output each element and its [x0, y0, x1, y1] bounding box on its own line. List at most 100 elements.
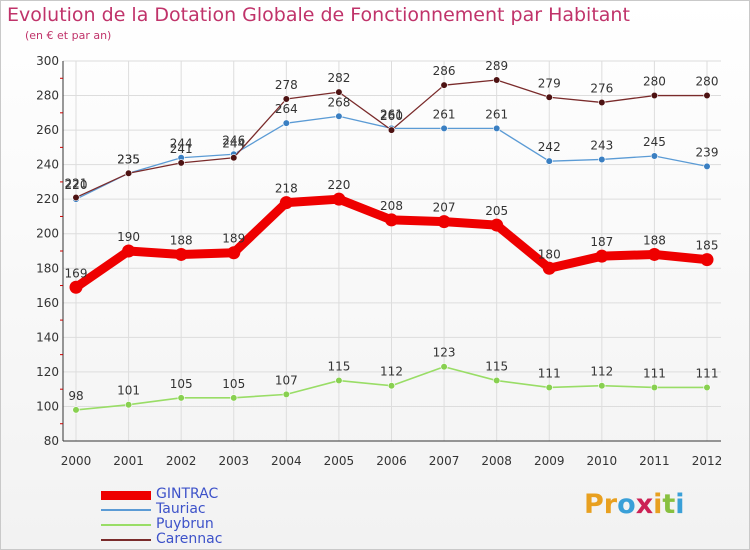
- legend-label: Carennac: [156, 531, 223, 547]
- series-puybrun-point: [124, 401, 133, 409]
- series-carennac-point: [387, 126, 396, 134]
- y-tick-label: 180: [36, 261, 59, 275]
- series-carennac-point: [493, 76, 501, 84]
- series-gintrac-point: [437, 215, 451, 229]
- legend-swatch: [101, 490, 151, 500]
- series-puybrun-data-label: 111: [696, 366, 719, 380]
- y-tick-label: 200: [36, 227, 59, 241]
- y-tick-label: 300: [36, 54, 59, 68]
- series-carennac-data-label: 221: [65, 176, 88, 190]
- series-gintrac-data-label: 208: [380, 199, 403, 213]
- y-tick-label: 140: [36, 330, 59, 344]
- series-carennac-data-label: 280: [643, 75, 666, 89]
- series-carennac-data-label: 241: [170, 142, 193, 156]
- series-puybrun-data-label: 115: [485, 360, 508, 374]
- series-gintrac-point: [227, 246, 241, 260]
- series-carennac-data-label: 278: [275, 78, 298, 92]
- series-puybrun-point: [545, 383, 553, 392]
- series-tauriac-data-label: 239: [696, 145, 719, 159]
- chart-title: Evolution de la Dotation Globale de Fonc…: [7, 4, 630, 26]
- x-tick-label: 2002: [166, 454, 197, 468]
- series-gintrac-data-label: 180: [538, 247, 561, 261]
- series-gintrac-data-label: 218: [275, 182, 298, 196]
- series-carennac-point: [650, 91, 659, 100]
- series-gintrac-point: [332, 192, 346, 206]
- series-gintrac-data-label: 190: [117, 230, 140, 244]
- series-tauriac-data-label: 246: [222, 133, 245, 147]
- legend-swatch: [101, 509, 151, 511]
- series-carennac-point: [703, 91, 711, 100]
- series-carennac-point: [440, 81, 448, 89]
- x-tick-label: 2003: [218, 454, 249, 468]
- series-tauriac-data-label: 264: [275, 102, 298, 116]
- legend-swatch: [101, 524, 151, 526]
- series-puybrun-data-label: 105: [222, 377, 245, 391]
- series-tauriac-data-label: 242: [538, 140, 561, 154]
- series-carennac-point: [124, 169, 133, 177]
- series-tauriac-point: [598, 155, 606, 164]
- series-puybrun-point: [387, 382, 396, 390]
- series-gintrac-data-label: 205: [485, 204, 508, 218]
- series-puybrun-data-label: 111: [538, 366, 561, 380]
- series-carennac-point: [177, 159, 185, 167]
- series-carennac-data-label: 279: [538, 76, 561, 90]
- x-tick-label: 2010: [587, 454, 618, 468]
- logo-letter: P: [584, 489, 604, 520]
- series-carennac-data-label: 282: [327, 71, 350, 85]
- legend-label: GINTRAC: [156, 486, 219, 502]
- y-tick-label: 100: [36, 399, 59, 413]
- series-gintrac-point: [700, 253, 714, 267]
- logo-letter: t: [662, 489, 676, 520]
- series-gintrac-data-label: 189: [222, 232, 245, 246]
- series-carennac-point: [598, 98, 606, 107]
- legend-label: Puybrun: [156, 516, 214, 532]
- series-puybrun-data-label: 115: [327, 360, 350, 374]
- logo-letter: i: [653, 489, 663, 520]
- series-tauriac-point: [650, 152, 659, 160]
- x-tick-label: 2004: [271, 454, 302, 468]
- series-gintrac-point: [385, 213, 398, 227]
- series-puybrun-data-label: 111: [643, 366, 666, 380]
- series-carennac-data-label: 280: [696, 75, 719, 89]
- series-tauriac-data-label: 220: [65, 178, 88, 192]
- logo-letter: x: [635, 489, 654, 520]
- y-tick-label: 260: [36, 123, 59, 137]
- series-carennac-point: [230, 154, 238, 162]
- x-tick-label: 2006: [376, 454, 407, 468]
- series-tauriac-point: [282, 119, 290, 127]
- series-puybrun-data-label: 112: [380, 365, 403, 379]
- series-puybrun-data-label: 123: [433, 346, 456, 360]
- x-tick-label: 2008: [481, 454, 512, 468]
- legend-swatch: [101, 539, 151, 541]
- series-gintrac-data-label: 207: [433, 201, 456, 215]
- series-tauriac-data-label: 261: [485, 107, 508, 121]
- series-puybrun-data-label: 112: [590, 365, 613, 379]
- series-puybrun-point: [282, 390, 290, 398]
- series-gintrac-data-label: 220: [327, 178, 350, 192]
- series-puybrun-data-label: 105: [170, 377, 193, 391]
- x-tick-label: 2011: [639, 454, 670, 468]
- x-tick-label: 2001: [113, 454, 144, 468]
- series-puybrun-data-label: 98: [68, 389, 83, 403]
- series-tauriac-data-label: 235: [117, 152, 140, 166]
- legend-label: Tauriac: [156, 501, 206, 517]
- series-gintrac-point: [647, 247, 661, 261]
- series-gintrac-data-label: 185: [696, 239, 719, 253]
- logo-letter: i: [675, 489, 685, 520]
- series-tauriac-data-label: 245: [643, 135, 666, 149]
- series-puybrun-data-label: 101: [117, 384, 140, 398]
- y-tick-label: 80: [44, 434, 59, 448]
- series-puybrun-point: [598, 382, 606, 390]
- x-tick-label: 2012: [692, 454, 723, 468]
- series-gintrac-point: [595, 249, 609, 263]
- series-puybrun-point: [703, 383, 711, 392]
- series-tauriac-data-label: 243: [590, 138, 613, 152]
- series-tauriac-data-label: 268: [327, 95, 350, 109]
- logo-text: Proxiti: [584, 489, 685, 520]
- series-tauriac-point: [440, 124, 448, 132]
- series-carennac-point: [282, 95, 290, 103]
- series-carennac-data-label: 260: [380, 109, 403, 123]
- series-tauriac-point: [493, 124, 501, 132]
- chart-subtitle: (en € et par an): [25, 29, 112, 42]
